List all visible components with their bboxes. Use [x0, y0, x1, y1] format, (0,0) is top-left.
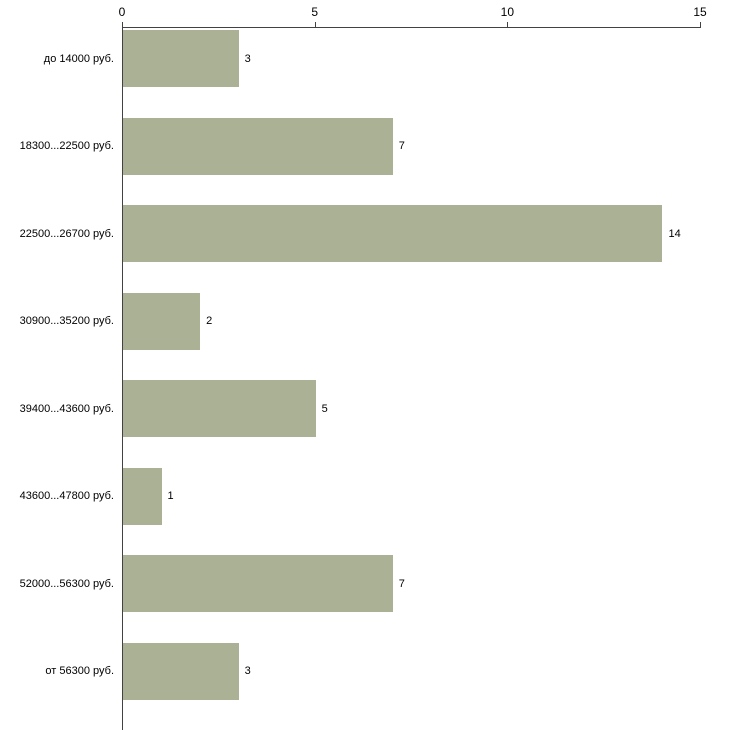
bar [123, 30, 239, 87]
category-label: до 14000 руб. [43, 52, 114, 65]
bar-value-label: 3 [244, 52, 251, 65]
bar [123, 292, 201, 350]
x-axis-tick-mark [700, 22, 701, 27]
category-label: от 56300 руб. [45, 665, 114, 677]
x-axis-tick-label: 0 [118, 5, 126, 19]
bar-value-label: 1 [167, 490, 174, 502]
bar [123, 205, 663, 262]
bar-value-label: 14 [668, 227, 681, 240]
category-label: 52000...56300 руб. [19, 577, 114, 590]
x-axis-tick-mark [314, 22, 316, 27]
bar [123, 642, 239, 700]
category-label: 18300...22500 руб. [19, 140, 114, 152]
bar-value-label: 7 [398, 577, 405, 590]
x-axis-tick-label: 15 [693, 5, 707, 19]
category-label: 43600...47800 руб. [19, 490, 114, 502]
bar [123, 555, 393, 612]
bar-value-label: 3 [244, 665, 251, 677]
x-axis-tick-label: 5 [311, 5, 318, 19]
x-axis-tick-mark [122, 22, 123, 27]
category-label: 22500...26700 руб. [19, 227, 114, 240]
category-label: 39400...43600 руб. [19, 402, 114, 415]
category-label: 30900...35200 руб. [19, 315, 114, 327]
x-axis-tick-label: 10 [500, 5, 515, 19]
plot-area: 0 5 10 15 3 7 14 2 5 1 7 3 [119, 5, 707, 730]
x-axis-line [122, 27, 701, 28]
y-axis-line [122, 27, 123, 730]
bar [123, 117, 393, 175]
bar-value-label: 7 [398, 140, 405, 152]
bar [123, 467, 162, 525]
bar [123, 380, 316, 437]
x-axis-tick-mark [507, 22, 509, 27]
bar-value-label: 5 [321, 402, 328, 415]
bar-value-label: 2 [206, 315, 213, 327]
